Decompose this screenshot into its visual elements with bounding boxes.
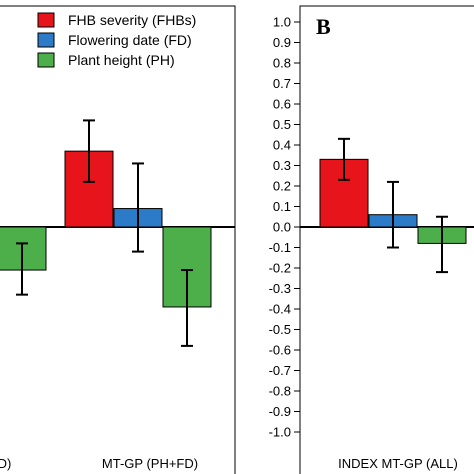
y-tick-label: 0.0	[273, 220, 291, 235]
y-tick-label: 0.6	[273, 97, 291, 112]
legend-label: Flowering date (FD)	[68, 32, 192, 48]
y-tick-label: 0.8	[273, 56, 291, 71]
legend-swatch	[37, 12, 55, 28]
y-tick-label: -0.1	[269, 240, 291, 255]
category-label: MT-GP (PH+FD)	[102, 456, 198, 471]
y-tick-label: 0.2	[273, 179, 291, 194]
y-tick-label: -0.2	[269, 261, 291, 276]
y-tick-label: -0.4	[269, 302, 291, 317]
panel-b-letter: B	[316, 14, 331, 39]
panel-a-frame	[0, 5, 236, 474]
panel-a-plot: …D) MT-GP (PH+FD)	[0, 119, 235, 471]
y-tick-label: 0.3	[273, 158, 291, 173]
category-label: …D)	[0, 456, 11, 471]
y-tick-label: 0.5	[273, 117, 291, 132]
legend: FHB severity (FHBs) Flowering date (FD) Pl…	[37, 12, 196, 68]
y-tick-label: 0.9	[273, 35, 291, 50]
y-tick-label: 0.4	[273, 138, 291, 153]
legend-label: Plant height (PH)	[68, 52, 175, 68]
legend-label: FHB severity (FHBs)	[68, 12, 196, 28]
category-label: INDEX MT-GP (ALL)	[338, 456, 458, 471]
y-tick-label: -0.6	[269, 343, 291, 358]
y-tick-label: 0.1	[273, 199, 291, 214]
panel-b-plot: INDEX MT-GP (ALL) 1.0 0.9 0.8 0.7 0.6 0.5 0.4 0.…	[269, 6, 474, 474]
legend-swatch	[37, 52, 55, 68]
y-tick-label: -0.7	[269, 363, 291, 378]
y-tick-label: -1.0	[269, 425, 291, 440]
y-tick-label: -0.9	[269, 404, 291, 419]
y-tick-label: -0.5	[269, 322, 291, 337]
bar	[64, 150, 114, 228]
y-tick-label: 0.7	[273, 76, 291, 91]
legend-swatch	[37, 32, 55, 48]
y-tick-label: 1.0	[273, 15, 291, 30]
y-tick-label: -0.3	[269, 281, 291, 296]
y-tick-label: -0.8	[269, 384, 291, 399]
